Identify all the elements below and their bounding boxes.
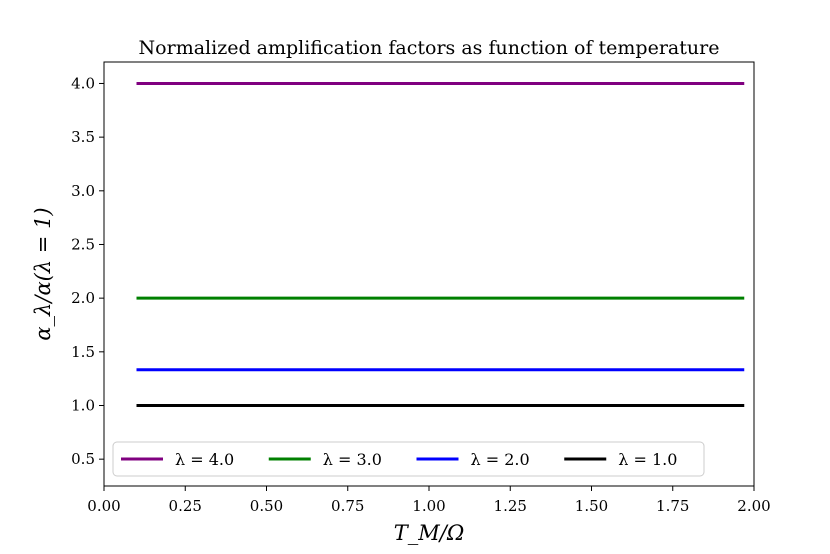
y-tick-label: 4.0: [71, 74, 95, 92]
y-axis-label: α_λ/α(λ = 1): [31, 207, 55, 340]
x-tick-label: 1.75: [656, 497, 689, 515]
legend-label: λ = 2.0: [471, 450, 530, 469]
y-tick-label: 1.5: [71, 343, 95, 361]
y-tick-label: 3.0: [71, 182, 95, 200]
axes-frame: [103, 61, 755, 487]
x-tick-label: 0.25: [169, 497, 202, 515]
x-tick-label: 1.00: [412, 497, 445, 515]
x-axis-label: T_M/Ω: [394, 521, 465, 545]
x-tick-label: 0.75: [331, 497, 364, 515]
legend-label: λ = 4.0: [175, 450, 234, 469]
x-tick-label: 1.50: [575, 497, 608, 515]
legend-label: λ = 3.0: [323, 450, 382, 469]
y-tick-label: 2.0: [71, 289, 95, 307]
legend: λ = 4.0 λ = 3.0 λ = 2.0 λ = 1.0: [112, 441, 705, 477]
legend-label: λ = 1.0: [618, 450, 677, 469]
x-tick-label: 0.00: [87, 497, 120, 515]
y-tick-label: 1.0: [71, 396, 95, 414]
y-tick-label: 3.5: [71, 128, 95, 146]
x-tick-label: 0.50: [250, 497, 283, 515]
legend-box: [112, 441, 705, 477]
x-tick-label: 1.25: [494, 497, 527, 515]
chart-title: Normalized amplification factors as func…: [139, 37, 720, 59]
y-tick-label: 2.5: [71, 235, 95, 253]
plot-area: 0.00 0.25 0.50 0.75 1.00 1.25 1.50 1.75 2.00 0.5 1…: [71, 61, 771, 515]
y-tick-label: 0.5: [71, 450, 95, 468]
x-tick-label: 2.00: [737, 497, 770, 515]
